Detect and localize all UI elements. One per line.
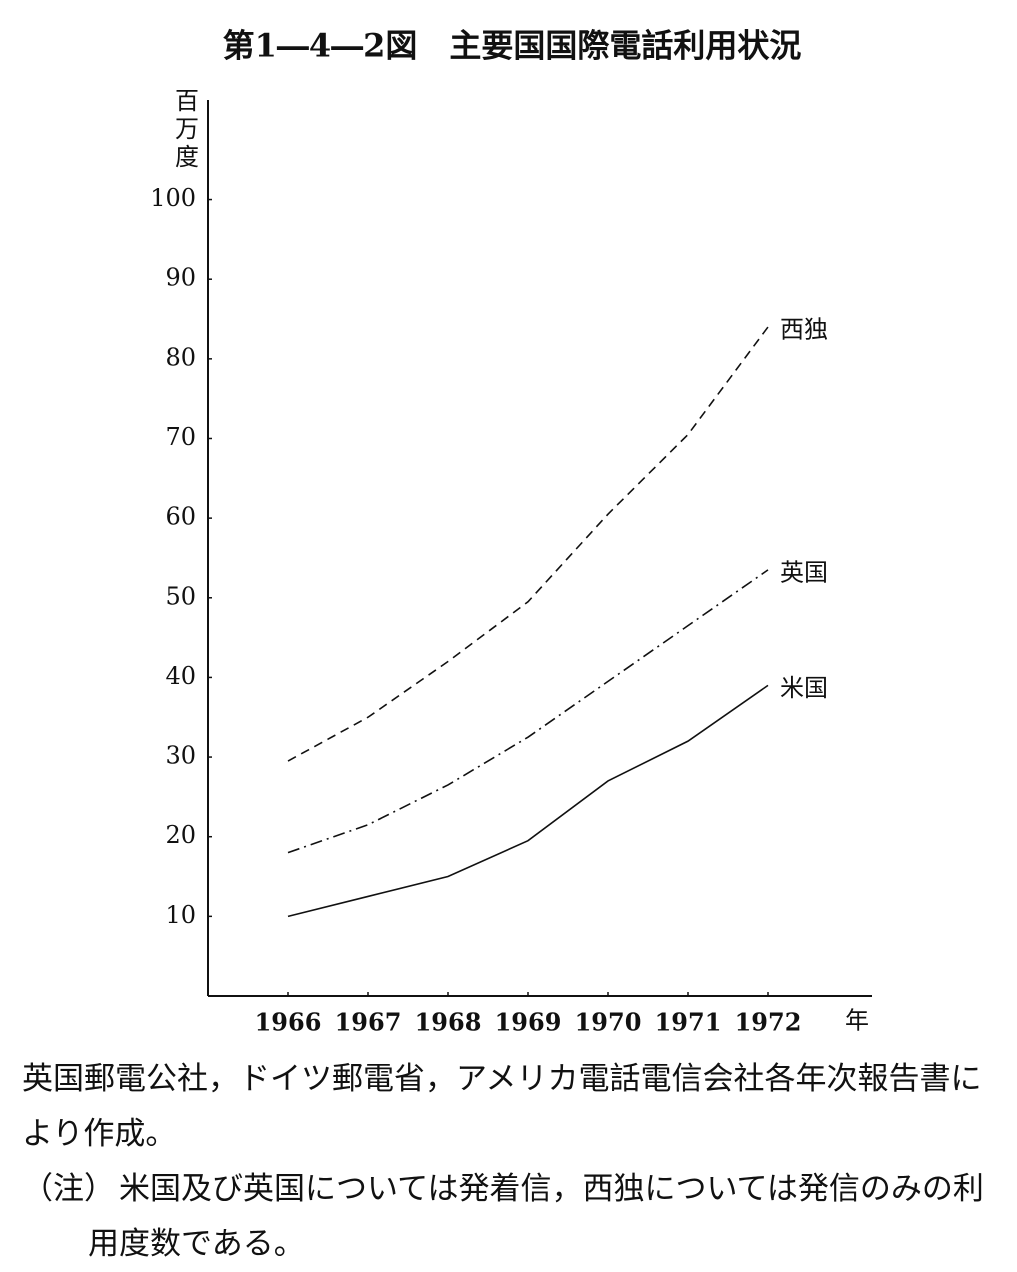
x-tick-label: 1967	[335, 1008, 402, 1037]
x-tick-label: 1969	[495, 1008, 562, 1037]
source-note: 英国郵電公社，ドイツ郵電省，アメリカ電話電信会社各年次報告書により作成。	[22, 1061, 982, 1152]
y-tick-label: 50	[165, 582, 196, 610]
y-tick-label: 60	[165, 503, 196, 531]
y-tick-label: 20	[165, 821, 196, 849]
footnote-label: （注）	[22, 1171, 115, 1207]
series-line	[287, 684, 769, 918]
footnote-text: 米国及び英国については発着信，西独については発信のみの利用度数である。	[88, 1171, 984, 1262]
series-label: 米国	[780, 674, 828, 702]
series-label: 英国	[780, 558, 828, 586]
series-line	[287, 326, 769, 762]
y-tick-label: 70	[165, 423, 196, 451]
x-tick-label: 1972	[735, 1008, 802, 1037]
y-tick-label: 30	[165, 742, 196, 770]
y-tick-label: 100	[150, 184, 196, 212]
y-tick-label: 80	[165, 343, 196, 371]
footnote: （注） 米国及び英国については発着信，西独については発信のみの利用度数である。	[22, 1162, 1008, 1272]
x-axis-label: 年	[845, 1007, 869, 1035]
x-tick-label: 1971	[655, 1008, 722, 1037]
chart-title: 第1―4―2図 主要国国際電話利用状況	[223, 27, 802, 65]
y-axis-label: 百万度	[171, 88, 199, 172]
x-tick-label: 1966	[255, 1008, 322, 1037]
chart: 第1―4―2図 主要国国際電話利用状況 百万度 年 10 20 30 40 50 60 70…	[150, 27, 872, 1037]
series-line	[287, 569, 769, 854]
y-tick-label: 90	[165, 264, 196, 292]
x-tick-label: 1968	[415, 1008, 482, 1037]
y-tick-label: 10	[165, 901, 196, 929]
x-tick-label: 1970	[575, 1008, 642, 1037]
y-tick-label: 40	[165, 662, 196, 690]
series-label: 西独	[780, 315, 828, 343]
